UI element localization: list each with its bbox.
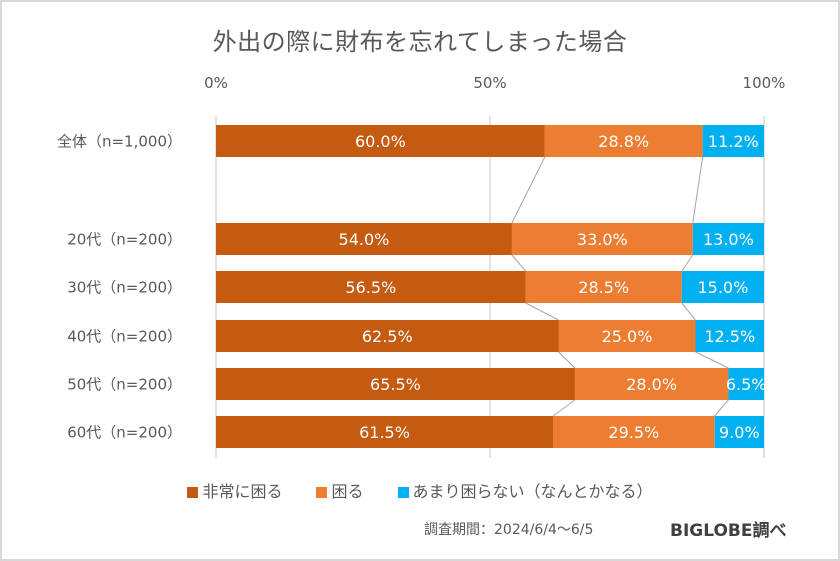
bar-segment xyxy=(216,125,545,157)
legend-item: 困る xyxy=(316,478,364,502)
x-tick-label: 0% xyxy=(204,74,228,92)
series-line xyxy=(681,302,696,321)
bar-segment xyxy=(216,271,526,303)
series-line xyxy=(681,254,694,272)
data-label: 54.0% xyxy=(339,230,390,249)
legend: 非常に困る 困る あまり困らない（なんとかなる） xyxy=(0,478,840,502)
legend-item: あまり困らない（なんとかなる） xyxy=(397,478,653,502)
data-label: 11.2% xyxy=(708,132,759,151)
data-label: 25.0% xyxy=(602,327,653,346)
data-label: 28.5% xyxy=(578,278,629,297)
survey-period: 調査期間：2024/6/4～6/5 xyxy=(424,522,594,538)
data-label: 12.5% xyxy=(704,327,755,346)
category-label: 40代（n=200） xyxy=(67,327,182,346)
legend-swatch xyxy=(397,486,409,498)
data-label: 15.0% xyxy=(697,278,748,297)
bar-segment xyxy=(702,125,764,157)
bar-segment xyxy=(216,223,512,255)
bar-segment xyxy=(695,320,764,352)
legend-label: あまり困らない（なんとかなる） xyxy=(412,482,653,501)
legend-label: 非常に困る xyxy=(202,482,283,501)
bar-segment xyxy=(714,416,764,448)
source-credit: BIGLOBE調べ xyxy=(670,521,787,541)
bar-segment xyxy=(558,320,696,352)
data-label: 6.5% xyxy=(726,375,767,394)
bar-segment xyxy=(553,416,715,448)
data-label: 61.5% xyxy=(359,423,410,442)
bar-segment xyxy=(525,271,682,303)
x-tick-label: 100% xyxy=(742,74,786,92)
legend-swatch xyxy=(187,486,199,498)
legend-label: 困る xyxy=(331,482,364,501)
data-label: 56.5% xyxy=(345,278,396,297)
category-label: 全体（n=1,000） xyxy=(56,132,182,151)
series-line xyxy=(511,254,526,272)
bar-segment xyxy=(216,368,575,400)
legend-swatch xyxy=(316,486,328,498)
data-label: 9.0% xyxy=(719,423,760,442)
category-label: 50代（n=200） xyxy=(67,375,182,394)
series-line xyxy=(695,351,729,369)
series-line xyxy=(525,302,559,321)
data-label: 29.5% xyxy=(608,423,659,442)
data-label: 33.0% xyxy=(577,230,628,249)
bar-segment xyxy=(728,368,764,400)
data-label: 28.0% xyxy=(626,375,677,394)
data-label: 13.0% xyxy=(703,230,754,249)
bar-segment xyxy=(544,125,703,157)
series-line xyxy=(558,351,576,369)
legend-item: 非常に困る xyxy=(187,478,282,502)
chart-title: 外出の際に財布を忘れてしまった場合 xyxy=(212,28,628,56)
data-label: 28.8% xyxy=(598,132,649,151)
category-label: 30代（n=200） xyxy=(67,278,182,297)
series-line xyxy=(552,399,576,417)
bar-segment xyxy=(511,223,693,255)
bar-segment xyxy=(692,223,764,255)
series-line xyxy=(511,156,546,224)
data-label: 60.0% xyxy=(355,132,406,151)
series-line xyxy=(692,156,704,224)
bar-segment xyxy=(216,416,554,448)
bar-segment xyxy=(574,368,729,400)
bar-segment xyxy=(681,271,764,303)
x-tick-label: 50% xyxy=(473,74,507,92)
data-label: 65.5% xyxy=(370,375,421,394)
bar-segment xyxy=(216,320,559,352)
data-label: 62.5% xyxy=(362,327,413,346)
category-label: 20代（n=200） xyxy=(67,230,182,249)
series-line xyxy=(714,399,729,417)
category-label: 60代（n=200） xyxy=(67,423,182,442)
